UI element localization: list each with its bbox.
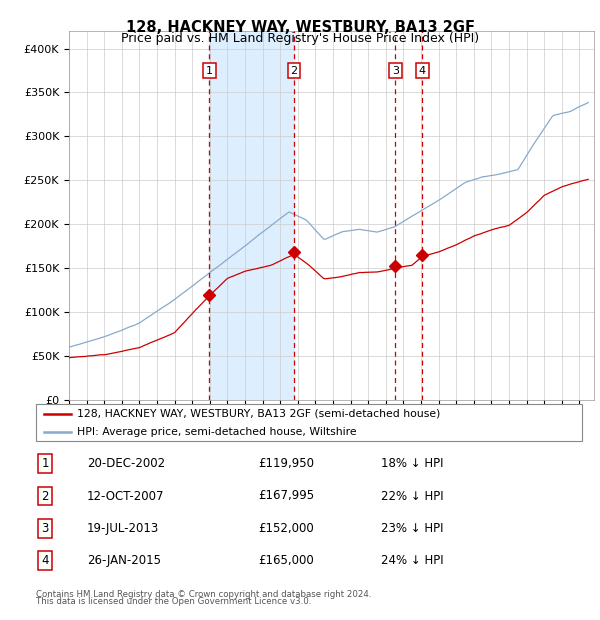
Text: 20-DEC-2002: 20-DEC-2002 bbox=[87, 458, 165, 470]
Text: 3: 3 bbox=[41, 522, 49, 534]
Text: £165,000: £165,000 bbox=[258, 554, 314, 567]
Text: Price paid vs. HM Land Registry's House Price Index (HPI): Price paid vs. HM Land Registry's House … bbox=[121, 32, 479, 45]
Text: 19-JUL-2013: 19-JUL-2013 bbox=[87, 522, 159, 534]
Text: 4: 4 bbox=[419, 66, 426, 76]
Text: 3: 3 bbox=[392, 66, 399, 76]
Bar bbox=[209, 31, 294, 400]
Text: 26-JAN-2015: 26-JAN-2015 bbox=[87, 554, 161, 567]
Text: 23% ↓ HPI: 23% ↓ HPI bbox=[381, 522, 443, 534]
Text: 18% ↓ HPI: 18% ↓ HPI bbox=[381, 458, 443, 470]
Text: 12-OCT-2007: 12-OCT-2007 bbox=[87, 490, 164, 502]
Text: 128, HACKNEY WAY, WESTBURY, BA13 2GF (semi-detached house): 128, HACKNEY WAY, WESTBURY, BA13 2GF (se… bbox=[77, 409, 440, 419]
Text: This data is licensed under the Open Government Licence v3.0.: This data is licensed under the Open Gov… bbox=[36, 597, 311, 606]
Text: 1: 1 bbox=[206, 66, 213, 76]
Text: 2: 2 bbox=[290, 66, 298, 76]
Text: Contains HM Land Registry data © Crown copyright and database right 2024.: Contains HM Land Registry data © Crown c… bbox=[36, 590, 371, 599]
Text: 4: 4 bbox=[41, 554, 49, 567]
Text: 24% ↓ HPI: 24% ↓ HPI bbox=[381, 554, 443, 567]
Text: 2: 2 bbox=[41, 490, 49, 502]
Text: £152,000: £152,000 bbox=[258, 522, 314, 534]
Text: 128, HACKNEY WAY, WESTBURY, BA13 2GF: 128, HACKNEY WAY, WESTBURY, BA13 2GF bbox=[125, 20, 475, 35]
Text: 22% ↓ HPI: 22% ↓ HPI bbox=[381, 490, 443, 502]
Text: HPI: Average price, semi-detached house, Wiltshire: HPI: Average price, semi-detached house,… bbox=[77, 427, 356, 437]
Text: £119,950: £119,950 bbox=[258, 458, 314, 470]
Text: 1: 1 bbox=[41, 458, 49, 470]
Text: £167,995: £167,995 bbox=[258, 490, 314, 502]
